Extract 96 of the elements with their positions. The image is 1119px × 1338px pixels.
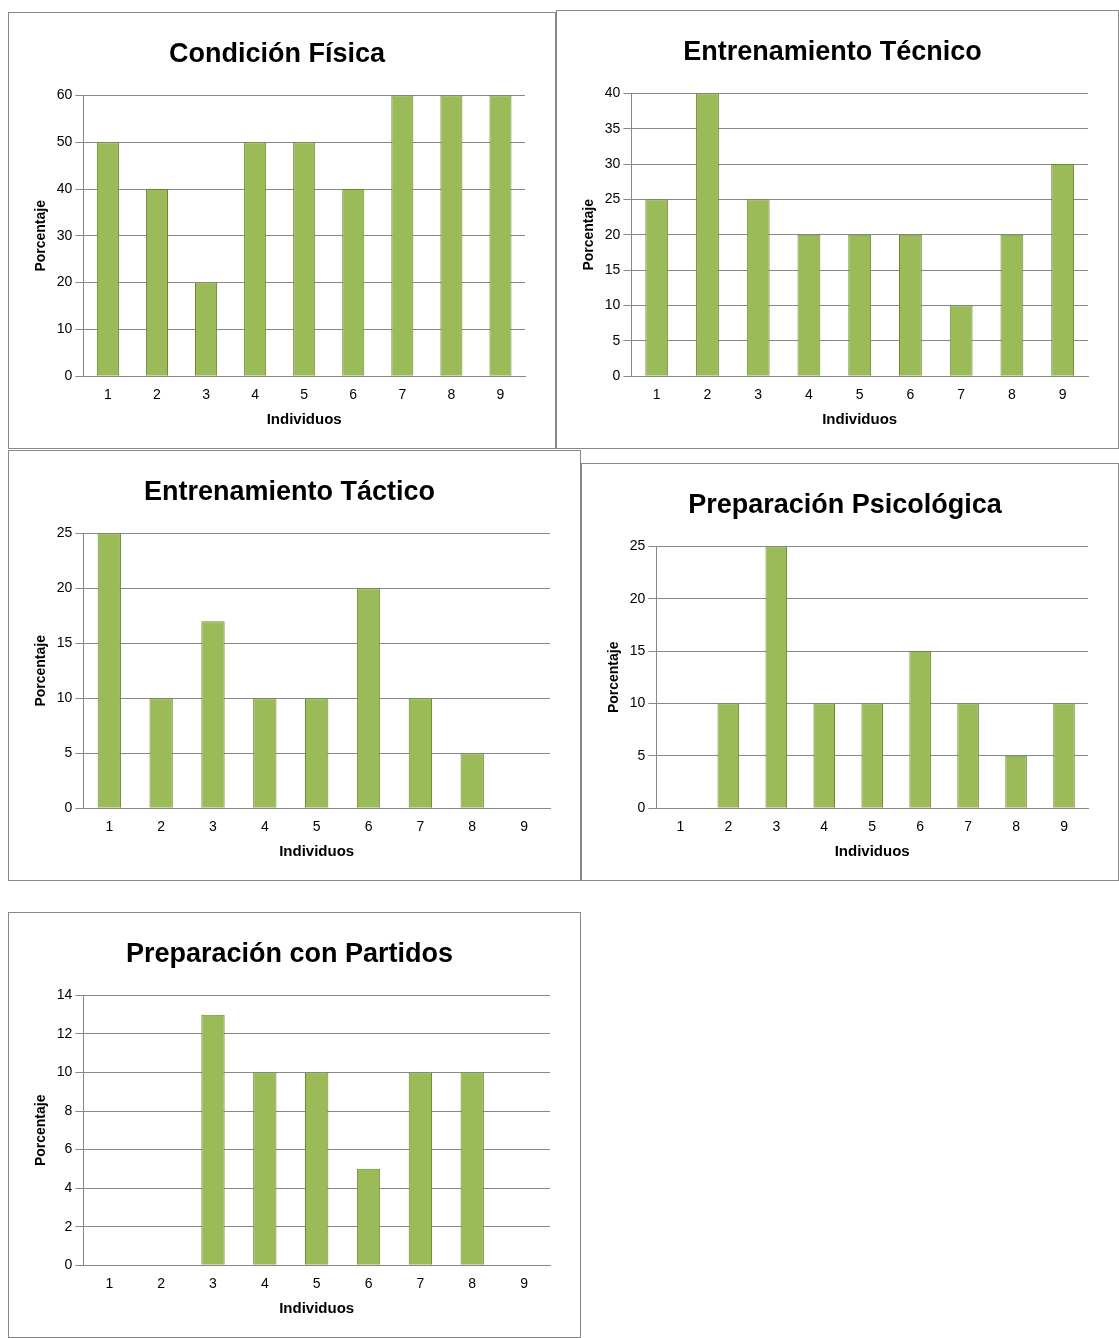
x-tick-label: 5	[855, 386, 864, 403]
x-tick-label: 9	[520, 1275, 529, 1292]
x-tick-label: 3	[772, 818, 781, 835]
y-axis-title: Porcentaje	[32, 199, 49, 272]
x-tick-label: 3	[209, 1275, 218, 1292]
x-tick-label: 7	[964, 818, 973, 835]
y-tick-label: 25	[56, 524, 73, 541]
x-tick-label: 9	[1060, 818, 1069, 835]
y-tick-label: 35	[604, 119, 621, 136]
x-axis-title: Individuos	[834, 842, 910, 860]
x-tick-label: 6	[906, 386, 915, 403]
chart-title: Condición Física	[168, 37, 386, 68]
x-tick-label: 4	[260, 1275, 269, 1292]
y-axis-title: Porcentaje	[580, 198, 597, 271]
x-tick-label: 6	[916, 818, 925, 835]
x-tick-label: 1	[105, 818, 114, 835]
y-tick-label: 2	[64, 1217, 73, 1234]
y-tick-label: 0	[612, 367, 621, 384]
y-tick-label: 10	[56, 1063, 73, 1080]
y-axis-title: Porcentaje	[32, 1094, 49, 1167]
y-tick-label: 15	[56, 634, 73, 651]
y-tick-label: 10	[604, 296, 621, 313]
x-tick-label: 7	[416, 818, 425, 835]
y-tick-label: 10	[56, 689, 73, 706]
y-tick-label: 20	[604, 225, 621, 242]
x-axis-title: Individuos	[266, 410, 342, 428]
x-tick-label: 2	[724, 818, 733, 835]
y-tick-label: 20	[629, 589, 646, 606]
y-tick-label: 20	[56, 579, 73, 596]
y-tick-label: 10	[56, 320, 73, 337]
x-tick-label: 3	[754, 386, 763, 403]
x-tick-label: 2	[157, 818, 166, 835]
x-tick-label: 6	[364, 818, 373, 835]
x-tick-label: 2	[703, 386, 712, 403]
x-axis-title: Individuos	[279, 842, 355, 860]
y-tick-label: 5	[612, 331, 621, 348]
x-axis-title: Individuos	[822, 410, 898, 428]
x-tick-label: 4	[260, 818, 269, 835]
x-tick-label: 1	[104, 386, 113, 403]
x-tick-label: 2	[153, 386, 162, 403]
x-tick-label: 2	[157, 1275, 166, 1292]
y-tick-label: 15	[604, 261, 621, 278]
y-tick-label: 14	[56, 986, 73, 1003]
y-tick-label: 0	[64, 367, 73, 384]
y-tick-label: 0	[64, 799, 73, 816]
y-tick-label: 15	[629, 641, 646, 658]
x-tick-label: 7	[398, 386, 407, 403]
x-tick-label: 5	[312, 1275, 321, 1292]
x-tick-label: 5	[300, 386, 309, 403]
x-tick-label: 6	[349, 386, 358, 403]
x-tick-label: 1	[652, 386, 661, 403]
x-tick-label: 7	[957, 386, 966, 403]
y-tick-label: 0	[64, 1256, 73, 1273]
chart-title: Preparación Psicológica	[688, 488, 1003, 519]
y-tick-label: 5	[64, 744, 73, 761]
x-tick-label: 4	[251, 386, 260, 403]
chart-title: Preparación con Partidos	[125, 937, 454, 968]
x-tick-label: 6	[364, 1275, 373, 1292]
chart-title: Entrenamiento Técnico	[683, 35, 982, 66]
y-tick-label: 0	[637, 799, 646, 816]
y-tick-label: 4	[64, 1178, 73, 1195]
y-tick-label: 12	[56, 1024, 73, 1041]
y-tick-label: 10	[629, 694, 646, 711]
chart-title: Entrenamiento Táctico	[143, 475, 436, 506]
y-tick-label: 25	[604, 190, 621, 207]
x-tick-label: 8	[468, 818, 477, 835]
y-tick-label: 5	[637, 746, 646, 763]
x-tick-label: 1	[676, 818, 685, 835]
x-tick-label: 8	[447, 386, 456, 403]
y-axis-title: Porcentaje	[32, 634, 49, 707]
y-tick-label: 20	[56, 273, 73, 290]
y-tick-label: 60	[56, 86, 73, 103]
x-tick-label: 1	[105, 1275, 114, 1292]
x-tick-label: 9	[1058, 386, 1067, 403]
y-tick-label: 30	[604, 154, 621, 171]
y-tick-label: 30	[56, 226, 73, 243]
x-tick-label: 5	[868, 818, 877, 835]
y-tick-label: 25	[629, 537, 646, 554]
x-tick-label: 4	[805, 386, 814, 403]
y-tick-label: 40	[604, 84, 621, 101]
y-tick-label: 50	[56, 133, 73, 150]
y-axis-title: Porcentaje	[605, 641, 622, 714]
x-tick-label: 9	[520, 818, 529, 835]
x-tick-label: 7	[416, 1275, 425, 1292]
y-tick-label: 40	[56, 179, 73, 196]
y-tick-label: 8	[64, 1101, 73, 1118]
x-axis-title: Individuos	[279, 1299, 355, 1317]
x-tick-label: 3	[202, 386, 211, 403]
x-tick-label: 4	[820, 818, 829, 835]
x-tick-label: 8	[1008, 386, 1016, 403]
y-tick-label: 6	[64, 1140, 73, 1157]
x-tick-label: 8	[468, 1275, 477, 1292]
x-tick-label: 8	[1012, 818, 1021, 835]
x-tick-label: 5	[312, 818, 321, 835]
x-tick-label: 9	[496, 386, 505, 403]
x-tick-label: 3	[209, 818, 218, 835]
